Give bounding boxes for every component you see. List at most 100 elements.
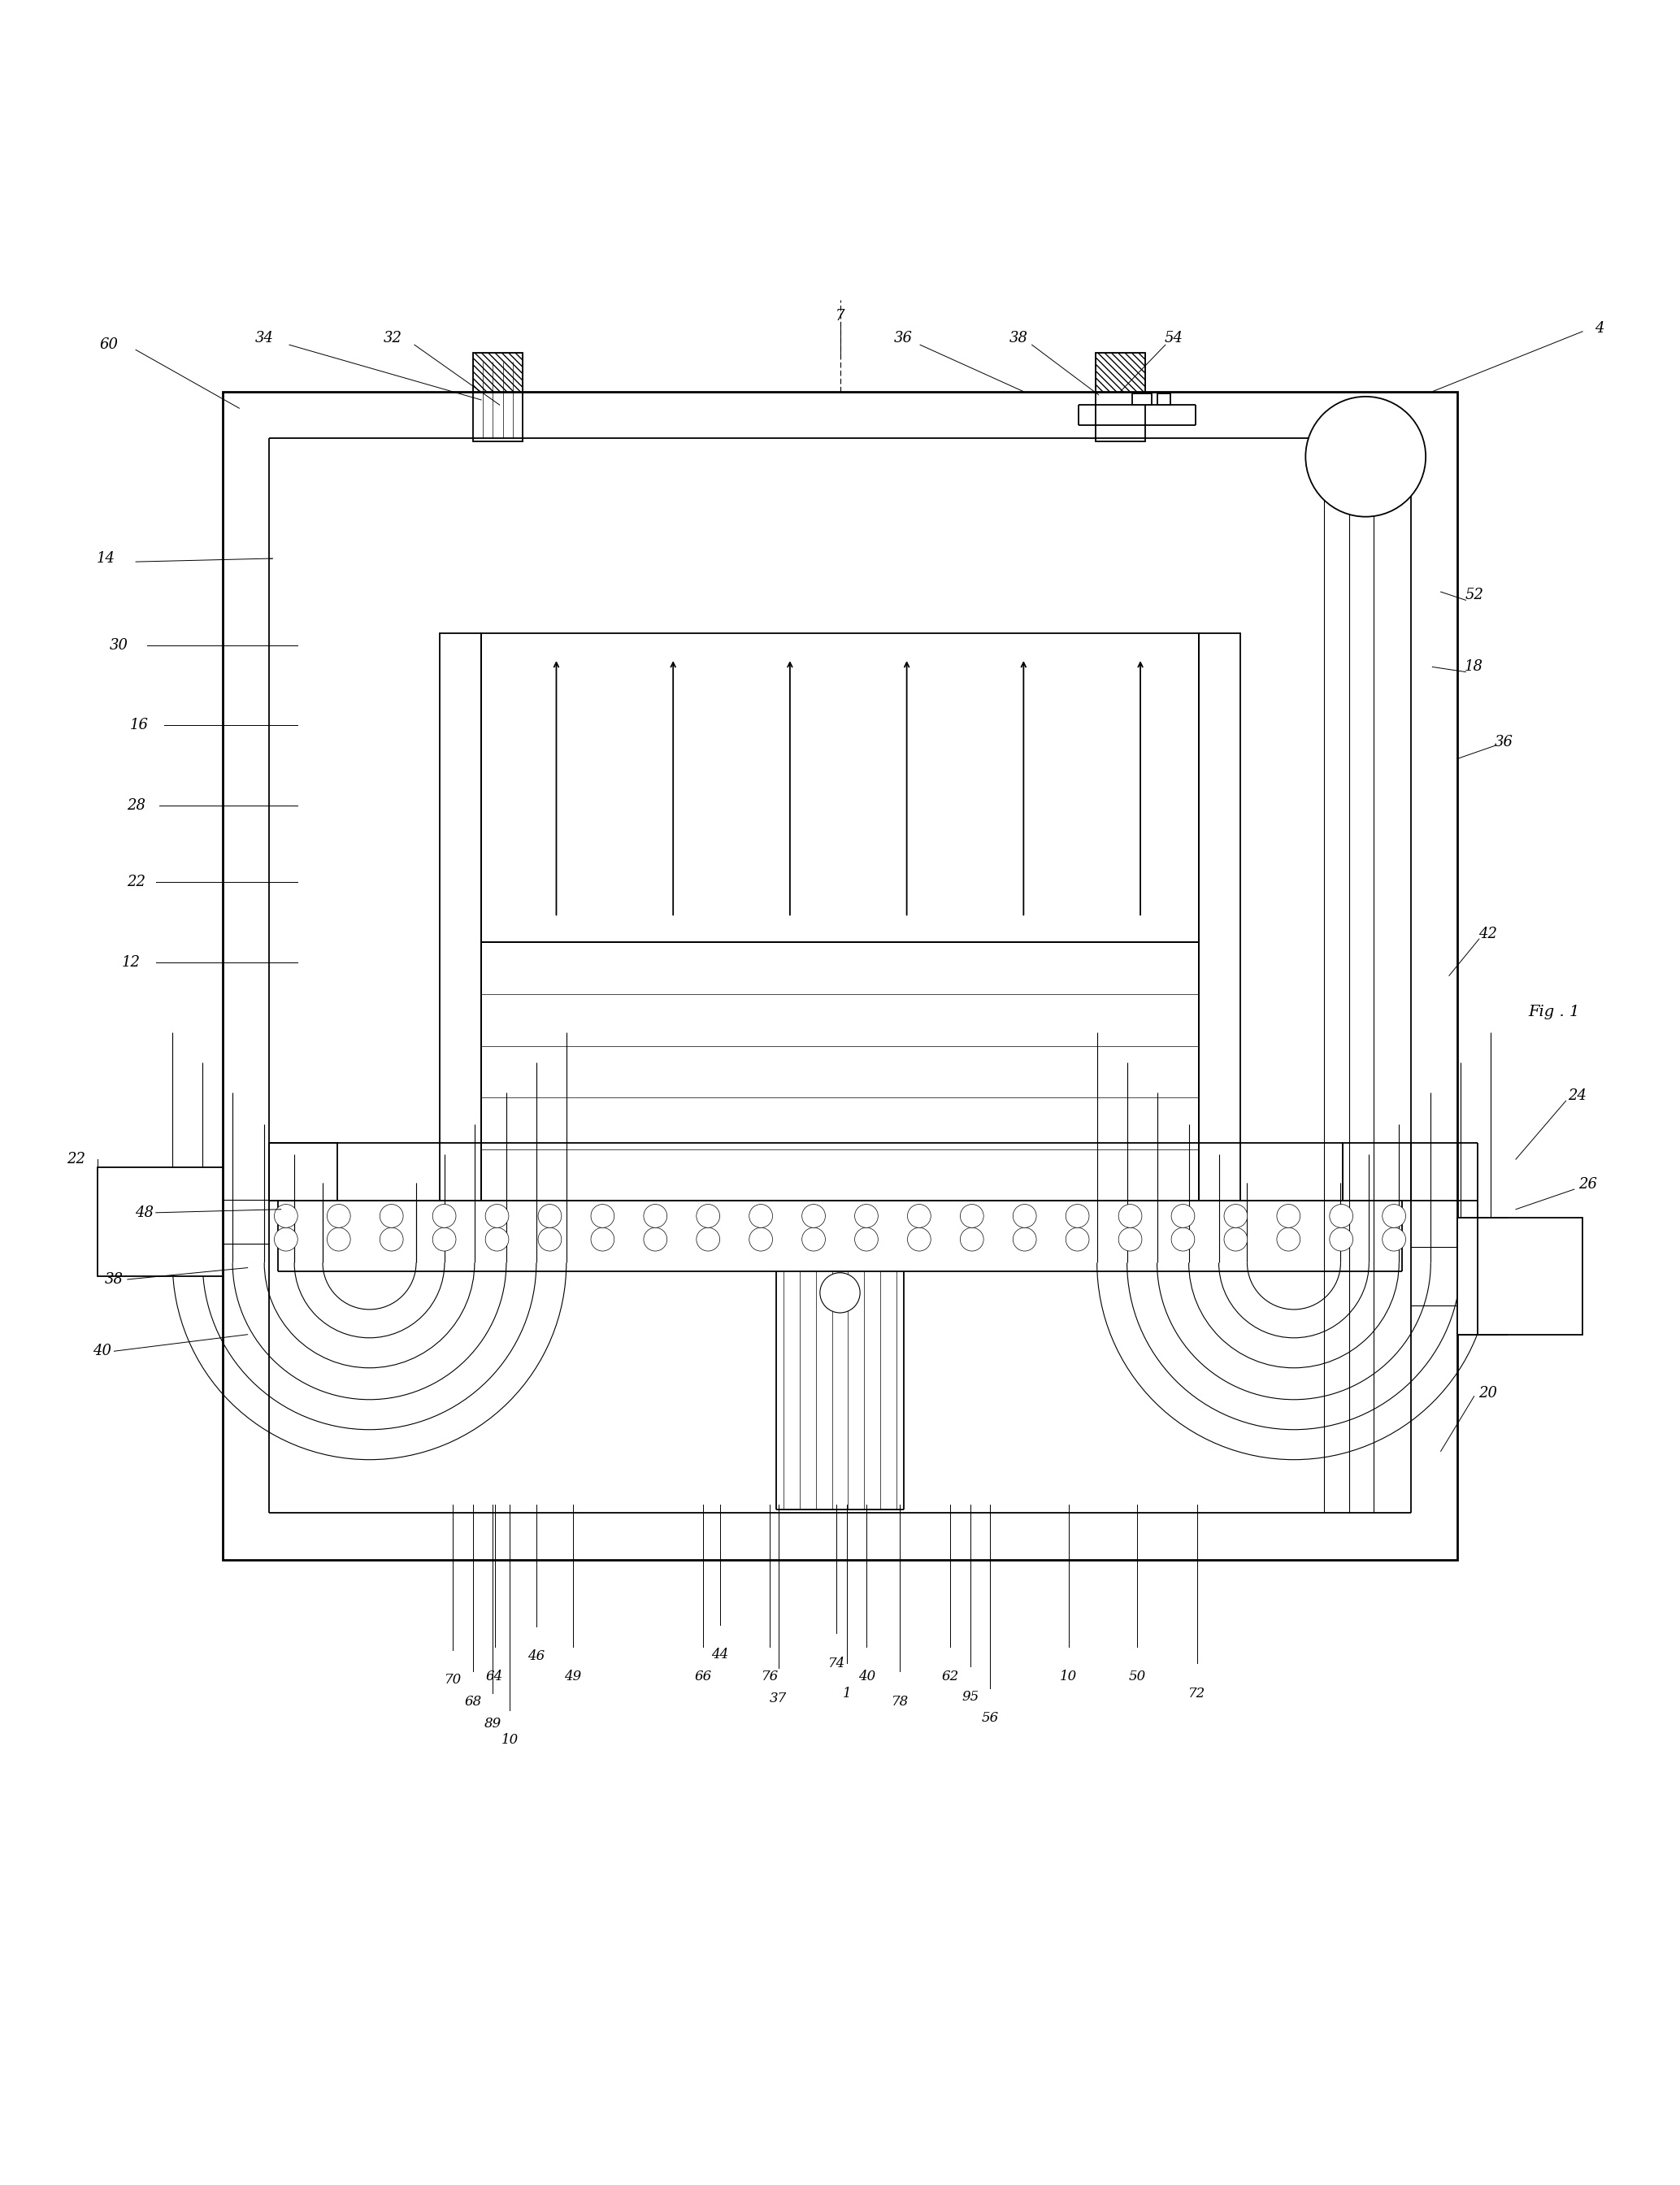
Circle shape — [432, 1228, 455, 1252]
Bar — [222, 1512, 1458, 1560]
Bar — [1342, 1143, 1411, 1202]
Circle shape — [1065, 1204, 1089, 1228]
Bar — [1458, 1217, 1583, 1335]
Text: 42: 42 — [1478, 926, 1497, 942]
Text: 38: 38 — [104, 1272, 123, 1287]
Text: 46: 46 — [528, 1650, 544, 1663]
Text: 56: 56 — [981, 1711, 1000, 1726]
Circle shape — [1305, 395, 1426, 516]
Bar — [222, 391, 1458, 1560]
Circle shape — [538, 1228, 561, 1252]
Circle shape — [432, 1204, 455, 1228]
Text: 10: 10 — [501, 1733, 517, 1748]
Bar — [97, 1167, 222, 1276]
Text: 4: 4 — [1594, 321, 1604, 336]
Text: 62: 62 — [941, 1669, 959, 1682]
Circle shape — [643, 1228, 667, 1252]
Bar — [1342, 1143, 1411, 1202]
Text: 28: 28 — [126, 798, 144, 813]
Circle shape — [1225, 1204, 1248, 1228]
Bar — [472, 354, 522, 441]
Bar — [1507, 1224, 1576, 1328]
Text: 44: 44 — [711, 1647, 729, 1663]
Bar — [440, 634, 480, 1202]
Circle shape — [328, 1228, 351, 1252]
Circle shape — [591, 1228, 615, 1252]
Circle shape — [855, 1228, 879, 1252]
Circle shape — [328, 1204, 351, 1228]
Circle shape — [697, 1204, 719, 1228]
Bar — [472, 354, 522, 441]
Text: 66: 66 — [694, 1669, 712, 1682]
Text: 52: 52 — [1465, 588, 1483, 603]
Text: 30: 30 — [109, 638, 128, 653]
Circle shape — [1119, 1228, 1142, 1252]
Text: 40: 40 — [92, 1344, 113, 1359]
Text: 64: 64 — [486, 1669, 504, 1682]
Text: 76: 76 — [761, 1669, 778, 1682]
Circle shape — [697, 1228, 719, 1252]
Circle shape — [1277, 1228, 1300, 1252]
Circle shape — [961, 1228, 983, 1252]
Bar — [1200, 634, 1240, 1202]
Bar — [1095, 354, 1146, 441]
Text: 22: 22 — [126, 874, 144, 889]
Circle shape — [855, 1204, 879, 1228]
Circle shape — [1383, 1204, 1406, 1228]
Text: 34: 34 — [255, 330, 274, 345]
Text: 10: 10 — [1060, 1669, 1077, 1682]
Circle shape — [1013, 1228, 1037, 1252]
Bar — [1132, 393, 1152, 404]
Text: 68: 68 — [464, 1696, 482, 1709]
Text: 32: 32 — [383, 330, 402, 345]
Circle shape — [1013, 1204, 1037, 1228]
Circle shape — [801, 1204, 825, 1228]
Circle shape — [907, 1204, 931, 1228]
Circle shape — [1171, 1228, 1194, 1252]
Text: 14: 14 — [96, 551, 116, 566]
Text: 12: 12 — [121, 955, 139, 970]
Circle shape — [486, 1228, 509, 1252]
Circle shape — [1225, 1228, 1248, 1252]
Text: 50: 50 — [1129, 1669, 1146, 1682]
Text: 49: 49 — [564, 1669, 581, 1682]
Bar — [102, 1173, 171, 1272]
Text: 22: 22 — [67, 1151, 86, 1167]
Text: 26: 26 — [1578, 1178, 1598, 1191]
Bar — [222, 391, 269, 1560]
Text: 40: 40 — [858, 1669, 875, 1682]
Circle shape — [591, 1204, 615, 1228]
Text: 72: 72 — [1188, 1687, 1206, 1700]
Text: 70: 70 — [444, 1674, 462, 1687]
Circle shape — [820, 1272, 860, 1313]
Bar — [480, 634, 1200, 942]
Circle shape — [380, 1228, 403, 1252]
Bar — [480, 942, 1200, 1202]
Text: 74: 74 — [828, 1656, 845, 1669]
Text: 60: 60 — [99, 336, 119, 352]
Text: 95: 95 — [961, 1689, 979, 1704]
Circle shape — [749, 1228, 773, 1252]
Text: 54: 54 — [1164, 330, 1183, 345]
Text: 16: 16 — [129, 719, 148, 732]
Text: 18: 18 — [1465, 660, 1483, 675]
Text: 38: 38 — [1010, 330, 1028, 345]
Circle shape — [801, 1228, 825, 1252]
Circle shape — [1171, 1204, 1194, 1228]
Circle shape — [1329, 1228, 1352, 1252]
Circle shape — [907, 1228, 931, 1252]
Text: 89: 89 — [484, 1717, 502, 1731]
Bar — [1158, 393, 1171, 404]
Bar — [269, 1143, 338, 1202]
Bar — [440, 634, 480, 1202]
Circle shape — [380, 1204, 403, 1228]
Bar — [1200, 634, 1240, 1202]
Circle shape — [1383, 1228, 1406, 1252]
Circle shape — [749, 1204, 773, 1228]
Circle shape — [643, 1204, 667, 1228]
Text: 20: 20 — [1478, 1385, 1497, 1401]
Text: Fig . 1: Fig . 1 — [1529, 1005, 1579, 1020]
Bar — [222, 391, 1458, 439]
Bar — [277, 1202, 1403, 1215]
Bar — [480, 942, 1200, 1202]
